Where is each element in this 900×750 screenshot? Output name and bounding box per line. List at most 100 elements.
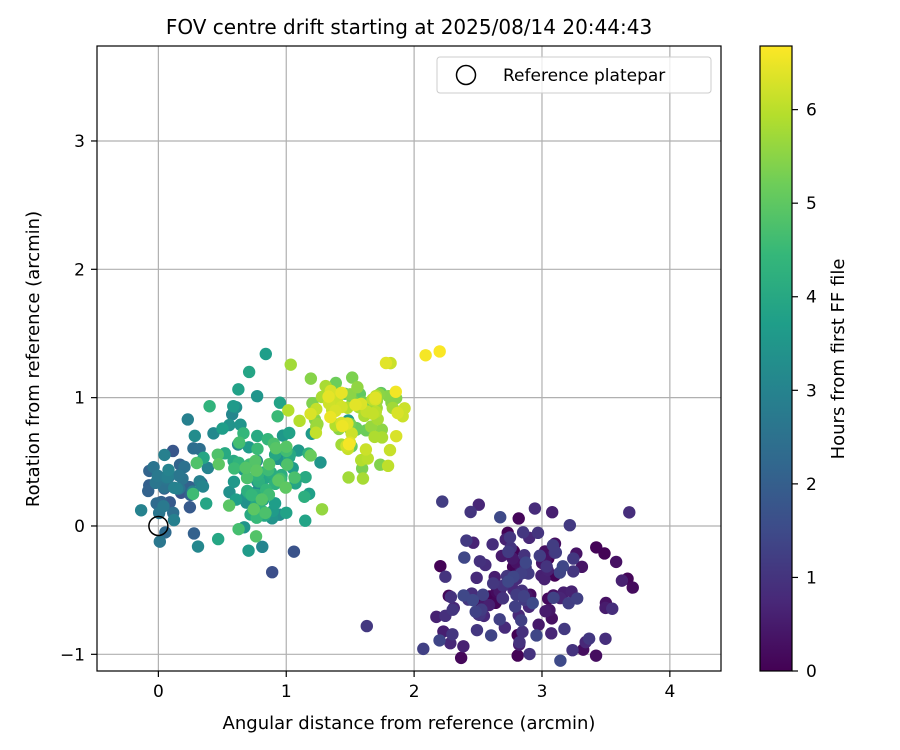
data-point — [563, 518, 577, 532]
data-point — [502, 575, 515, 588]
x-tick-label: 1 — [281, 682, 292, 702]
data-point — [188, 429, 202, 443]
data-point — [249, 530, 263, 543]
colorbar-tick-label: 5 — [806, 194, 817, 214]
data-point — [191, 540, 205, 553]
data-point — [589, 649, 603, 662]
colorbar-tick-label: 1 — [806, 568, 817, 588]
colorbar-ticks: 0 1 2 3 4 5 6 — [792, 101, 817, 682]
data-point — [251, 429, 264, 443]
data-point — [255, 493, 268, 506]
data-point — [389, 385, 403, 398]
data-point — [615, 574, 629, 587]
data-point — [486, 538, 499, 551]
data-point — [271, 410, 284, 423]
data-point — [280, 506, 293, 519]
data-point — [472, 498, 485, 511]
data-point — [142, 484, 155, 498]
data-point — [609, 555, 623, 569]
legend-label: Reference platepar — [503, 66, 665, 86]
colorbar-label: Hours from first FF file — [828, 259, 849, 460]
data-point — [335, 386, 348, 400]
data-point — [227, 399, 240, 413]
data-point — [186, 487, 200, 501]
data-point — [539, 605, 552, 618]
data-point — [190, 456, 203, 470]
colorbar-tick-label: 6 — [806, 101, 817, 121]
colorbar: 0 1 2 3 4 5 6 Hours from first FF file — [759, 45, 849, 682]
data-point — [293, 414, 306, 428]
data-point — [196, 480, 210, 493]
data-point — [379, 356, 393, 370]
data-point — [457, 589, 470, 602]
data-point — [513, 636, 526, 649]
data-point — [545, 506, 559, 519]
data-point — [439, 570, 452, 583]
reference-platepar-marker — [148, 515, 169, 537]
data-point — [183, 501, 197, 514]
data-point — [304, 372, 318, 385]
data-point — [516, 526, 530, 539]
data-point — [369, 391, 382, 404]
data-point — [284, 358, 297, 371]
data-point — [265, 565, 279, 579]
data-point — [259, 506, 272, 520]
data-point — [201, 461, 215, 475]
data-point — [249, 454, 262, 468]
data-point — [391, 406, 404, 420]
y-tick-label: 2 — [74, 260, 85, 280]
x-axis-ticks: 0 1 2 3 4 — [153, 671, 675, 702]
data-point — [250, 464, 263, 477]
data-point — [486, 577, 500, 590]
y-tick-label: 3 — [74, 132, 85, 152]
data-point — [336, 419, 349, 433]
data-point — [237, 427, 250, 440]
data-point — [566, 643, 579, 657]
data-point — [349, 398, 362, 412]
data-point — [203, 400, 216, 413]
data-point — [476, 588, 490, 601]
data-point — [623, 506, 636, 519]
data-point — [511, 649, 524, 662]
data-point — [314, 456, 327, 469]
legend: Reference platepar — [436, 56, 712, 94]
data-point — [158, 448, 171, 462]
data-point — [153, 535, 167, 548]
data-point — [256, 540, 269, 554]
grid-lines — [97, 46, 721, 671]
data-point — [298, 490, 311, 503]
data-point — [324, 410, 337, 424]
legend-marker-icon — [455, 64, 477, 86]
data-point — [304, 449, 317, 462]
data-point — [508, 600, 522, 613]
data-point — [547, 591, 560, 604]
data-point — [287, 545, 301, 558]
data-point — [531, 526, 545, 540]
data-point — [419, 349, 432, 362]
data-point — [162, 463, 175, 477]
data-point — [493, 613, 506, 626]
data-point — [172, 469, 186, 482]
data-point — [503, 531, 517, 544]
data-point — [251, 442, 264, 456]
x-tick-label: 4 — [664, 682, 675, 702]
data-point — [434, 559, 447, 573]
data-point — [383, 443, 397, 457]
data-point — [232, 383, 245, 396]
data-point — [322, 390, 335, 403]
data-point — [454, 651, 468, 665]
data-point — [473, 555, 487, 568]
data-point — [216, 422, 229, 435]
data-point — [288, 471, 301, 484]
data-point — [280, 440, 293, 453]
plot-area: 0 1 2 3 4 −1 0 1 2 3 — [60, 45, 722, 702]
y-tick-label: −1 — [60, 645, 85, 665]
data-point — [299, 470, 312, 484]
data-point — [570, 592, 584, 605]
data-point — [227, 475, 241, 488]
data-point — [496, 592, 510, 605]
x-axis-label: Angular distance from reference (arcmin) — [223, 713, 596, 734]
data-point — [268, 497, 282, 510]
x-tick-label: 0 — [153, 682, 164, 702]
colorbar-tick-label: 4 — [806, 288, 817, 308]
